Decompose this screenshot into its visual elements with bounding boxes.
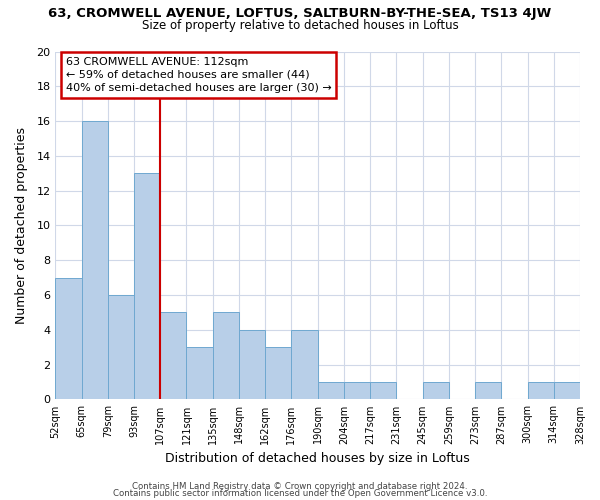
Bar (160, 312, 187, 400)
Bar (239, 330, 265, 400)
Bar (370, 382, 397, 400)
Bar (292, 330, 317, 400)
Bar (344, 382, 370, 400)
Text: Size of property relative to detached houses in Loftus: Size of property relative to detached ho… (142, 19, 458, 32)
Bar (317, 382, 344, 400)
Bar (213, 312, 239, 400)
Bar (527, 382, 554, 400)
Bar (134, 174, 160, 400)
Text: Contains HM Land Registry data © Crown copyright and database right 2024.: Contains HM Land Registry data © Crown c… (132, 482, 468, 491)
X-axis label: Distribution of detached houses by size in Loftus: Distribution of detached houses by size … (165, 452, 470, 465)
Bar (422, 382, 449, 400)
Bar (108, 295, 134, 400)
Bar (475, 382, 501, 400)
Bar (55, 278, 82, 400)
Y-axis label: Number of detached properties: Number of detached properties (15, 127, 28, 324)
Text: 63, CROMWELL AVENUE, LOFTUS, SALTBURN-BY-THE-SEA, TS13 4JW: 63, CROMWELL AVENUE, LOFTUS, SALTBURN-BY… (49, 8, 551, 20)
Text: 63 CROMWELL AVENUE: 112sqm
← 59% of detached houses are smaller (44)
40% of semi: 63 CROMWELL AVENUE: 112sqm ← 59% of deta… (66, 56, 332, 93)
Bar (187, 347, 213, 400)
Bar (82, 121, 108, 400)
Bar (554, 382, 580, 400)
Bar (265, 347, 292, 400)
Text: Contains public sector information licensed under the Open Government Licence v3: Contains public sector information licen… (113, 490, 487, 498)
